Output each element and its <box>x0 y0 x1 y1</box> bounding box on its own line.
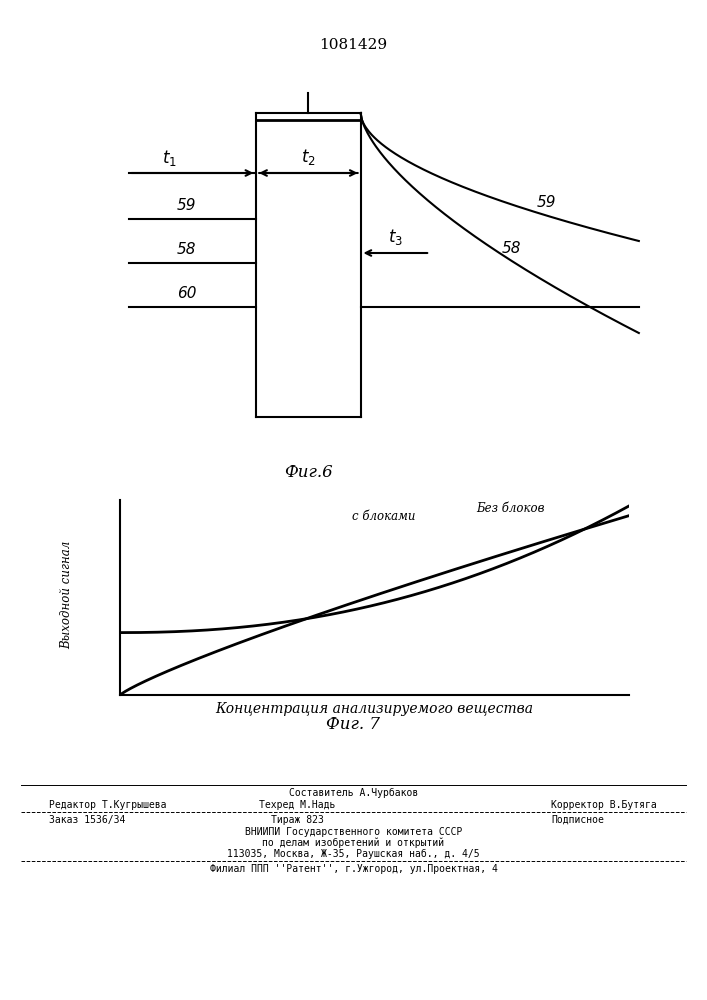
Text: Техред М.Надь: Техред М.Надь <box>259 800 335 810</box>
Text: $t_1$: $t_1$ <box>162 148 177 168</box>
Text: Корректор В.Бутяга: Корректор В.Бутяга <box>551 800 658 810</box>
Text: Заказ 1536/34: Заказ 1536/34 <box>49 815 126 825</box>
Text: 59: 59 <box>537 195 556 210</box>
Text: Филиал ППП ''Pатент'', г.Ужгород, ул.Проектная, 4: Филиал ППП ''Pатент'', г.Ужгород, ул.Про… <box>209 864 498 874</box>
Text: по делам изобретений и открытий: по делам изобретений и открытий <box>262 838 445 848</box>
Text: 113035, Москва, Ж-35, Раушская наб., д. 4/5: 113035, Москва, Ж-35, Раушская наб., д. … <box>227 849 480 859</box>
Text: 1081429: 1081429 <box>320 38 387 52</box>
Text: Редактор Т.Кугрышева: Редактор Т.Кугрышева <box>49 800 167 810</box>
Text: 60: 60 <box>177 286 197 301</box>
Text: Без блоков: Без блоков <box>477 502 545 515</box>
Text: $t_2$: $t_2$ <box>301 147 316 167</box>
Text: $t_3$: $t_3$ <box>388 227 403 247</box>
Text: Подписное: Подписное <box>551 815 604 825</box>
Text: Тираж 823: Тираж 823 <box>271 815 323 825</box>
Text: Фиг.6: Фиг.6 <box>284 464 333 481</box>
Text: ВНИИПИ Государственного комитета СССР: ВНИИПИ Государственного комитета СССР <box>245 827 462 837</box>
Text: 58: 58 <box>501 241 521 256</box>
Text: 58: 58 <box>177 242 197 257</box>
Text: с блоками: с блоками <box>352 510 416 523</box>
Text: 59: 59 <box>177 198 197 213</box>
Text: Составитель А.Чурбаков: Составитель А.Чурбаков <box>289 788 418 798</box>
Text: Концентрация анализируемого вещества: Концентрация анализируемого вещества <box>216 702 534 716</box>
Text: Фиг. 7: Фиг. 7 <box>327 716 380 733</box>
Text: Выходной сигнал: Выходной сигнал <box>61 541 74 649</box>
